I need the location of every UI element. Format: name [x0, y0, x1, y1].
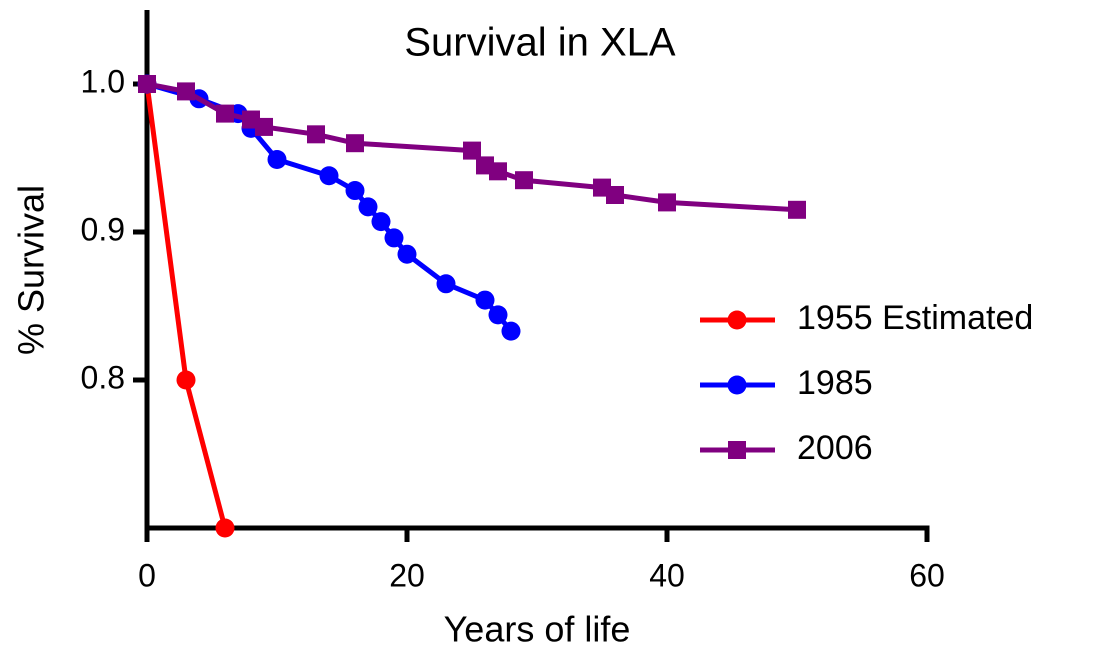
data-point	[501, 321, 521, 341]
data-point	[358, 197, 378, 217]
legend-label: 1955 Estimated	[797, 299, 1033, 337]
data-point	[345, 181, 365, 201]
legend-marker	[728, 441, 746, 459]
y-axis-label: % Survival	[11, 185, 52, 355]
y-tick-label: 0.8	[81, 359, 125, 395]
y-tick-label: 1.0	[81, 63, 125, 99]
x-axis-label: Years of life	[444, 609, 631, 650]
data-point	[788, 200, 806, 219]
data-point	[267, 149, 287, 169]
data-point	[346, 134, 364, 153]
data-point	[489, 162, 507, 181]
chart-title: Survival in XLA	[404, 21, 676, 65]
data-point	[216, 104, 234, 123]
data-point	[436, 274, 456, 294]
data-point	[319, 166, 339, 186]
data-point	[397, 244, 417, 264]
legend-marker	[727, 375, 747, 395]
series-line	[146, 81, 513, 333]
data-point	[371, 212, 391, 232]
data-point	[606, 186, 624, 204]
legend-label: 2006	[797, 429, 873, 467]
data-point	[515, 171, 533, 190]
x-tick-label: 60	[909, 557, 945, 593]
data-point	[307, 125, 325, 144]
data-point	[176, 370, 196, 390]
x-tick-label: 40	[649, 557, 685, 593]
legend-label: 1985	[797, 364, 873, 402]
series-line	[144, 83, 228, 529]
legend-marker	[727, 310, 747, 330]
data-point	[475, 290, 495, 310]
x-tick-label: 0	[138, 557, 156, 593]
x-tick-label: 20	[389, 557, 425, 593]
data-point	[255, 117, 273, 136]
data-point	[177, 82, 195, 101]
data-point	[138, 75, 156, 93]
data-point	[488, 305, 508, 325]
data-point	[463, 141, 481, 160]
y-tick-label: 0.9	[81, 211, 125, 247]
data-point	[215, 518, 235, 538]
data-point	[658, 193, 676, 212]
data-point	[384, 228, 404, 248]
